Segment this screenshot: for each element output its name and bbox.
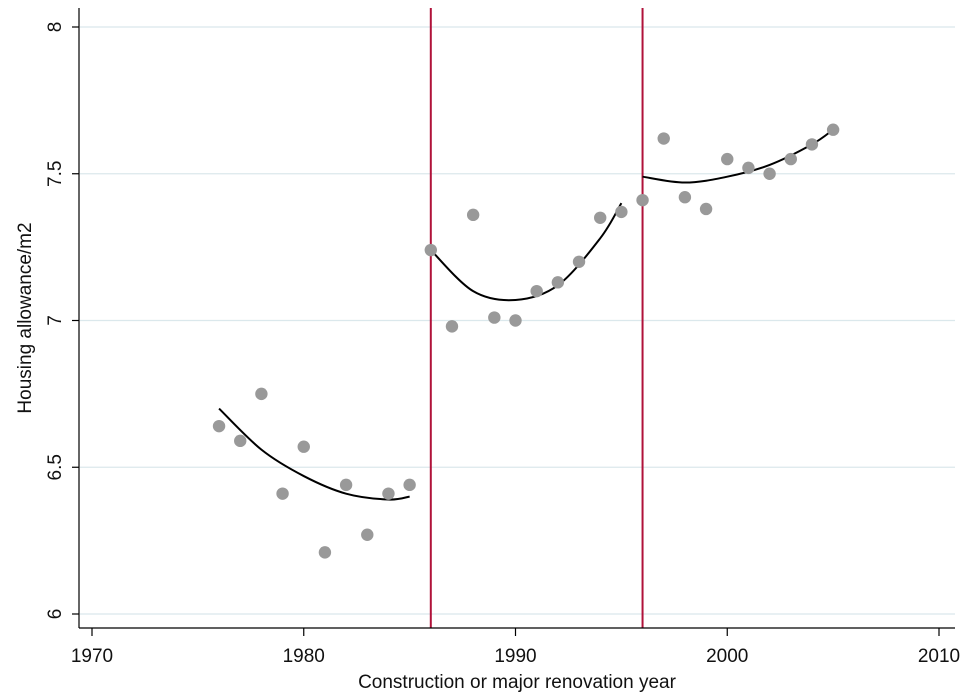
x-tick-label: 2000 <box>706 646 748 667</box>
scatter-point <box>742 161 755 175</box>
x-axis-title: Construction or major renovation year <box>358 672 677 693</box>
scatter-point <box>466 208 480 222</box>
scatter-point <box>424 243 437 257</box>
axes <box>78 8 955 629</box>
scatter-point <box>361 528 374 541</box>
scatter-point <box>530 284 543 298</box>
scatter-point <box>805 138 819 151</box>
scatter-point <box>255 387 268 401</box>
scatter-point <box>657 132 670 145</box>
scatter-point <box>488 311 501 324</box>
scatter-point <box>615 205 628 219</box>
y-tick-label: 7 <box>45 315 66 326</box>
y-tick-label: 8 <box>45 22 66 33</box>
ticks: 6 6.5 7 7.5 8 1970 1980 1990 2000 2010 <box>45 22 960 667</box>
scatter-point <box>784 152 797 166</box>
y-tick-label: 6.5 <box>45 454 66 480</box>
scatter-point <box>699 202 713 216</box>
scatter-point <box>318 546 332 559</box>
scatter-point <box>636 193 649 207</box>
scatter-point <box>234 434 247 448</box>
x-tick-label: 2010 <box>918 646 960 667</box>
scatter-point <box>826 123 840 136</box>
scatter-point <box>382 487 395 500</box>
fit-curve <box>430 202 623 302</box>
fit-curve <box>642 128 834 184</box>
scatter-point <box>594 211 607 224</box>
scatter-point <box>678 191 692 204</box>
y-tick-label: 6 <box>45 609 66 620</box>
cutoff-lines <box>429 8 644 628</box>
scatter-point <box>551 276 565 289</box>
fit-curves <box>218 128 834 501</box>
scatter-point <box>297 440 310 453</box>
scatter-point <box>509 314 522 327</box>
x-tick-label: 1970 <box>71 646 113 667</box>
x-tick-label: 1990 <box>494 646 536 667</box>
scatter-point <box>721 152 734 166</box>
scatter-point <box>212 419 226 433</box>
x-tick-label: 1980 <box>283 646 325 667</box>
scatter-point <box>445 320 459 333</box>
y-axis-title: Housing allowance/m2 <box>15 222 36 413</box>
scatter-point <box>763 167 776 180</box>
fit-curve <box>218 407 410 501</box>
y-tick-label: 7.5 <box>45 161 66 187</box>
scatter-point <box>339 478 353 492</box>
scatter-point <box>403 478 416 492</box>
scatter-point <box>276 487 289 500</box>
scatter-point <box>572 255 586 268</box>
data-points <box>212 123 840 559</box>
